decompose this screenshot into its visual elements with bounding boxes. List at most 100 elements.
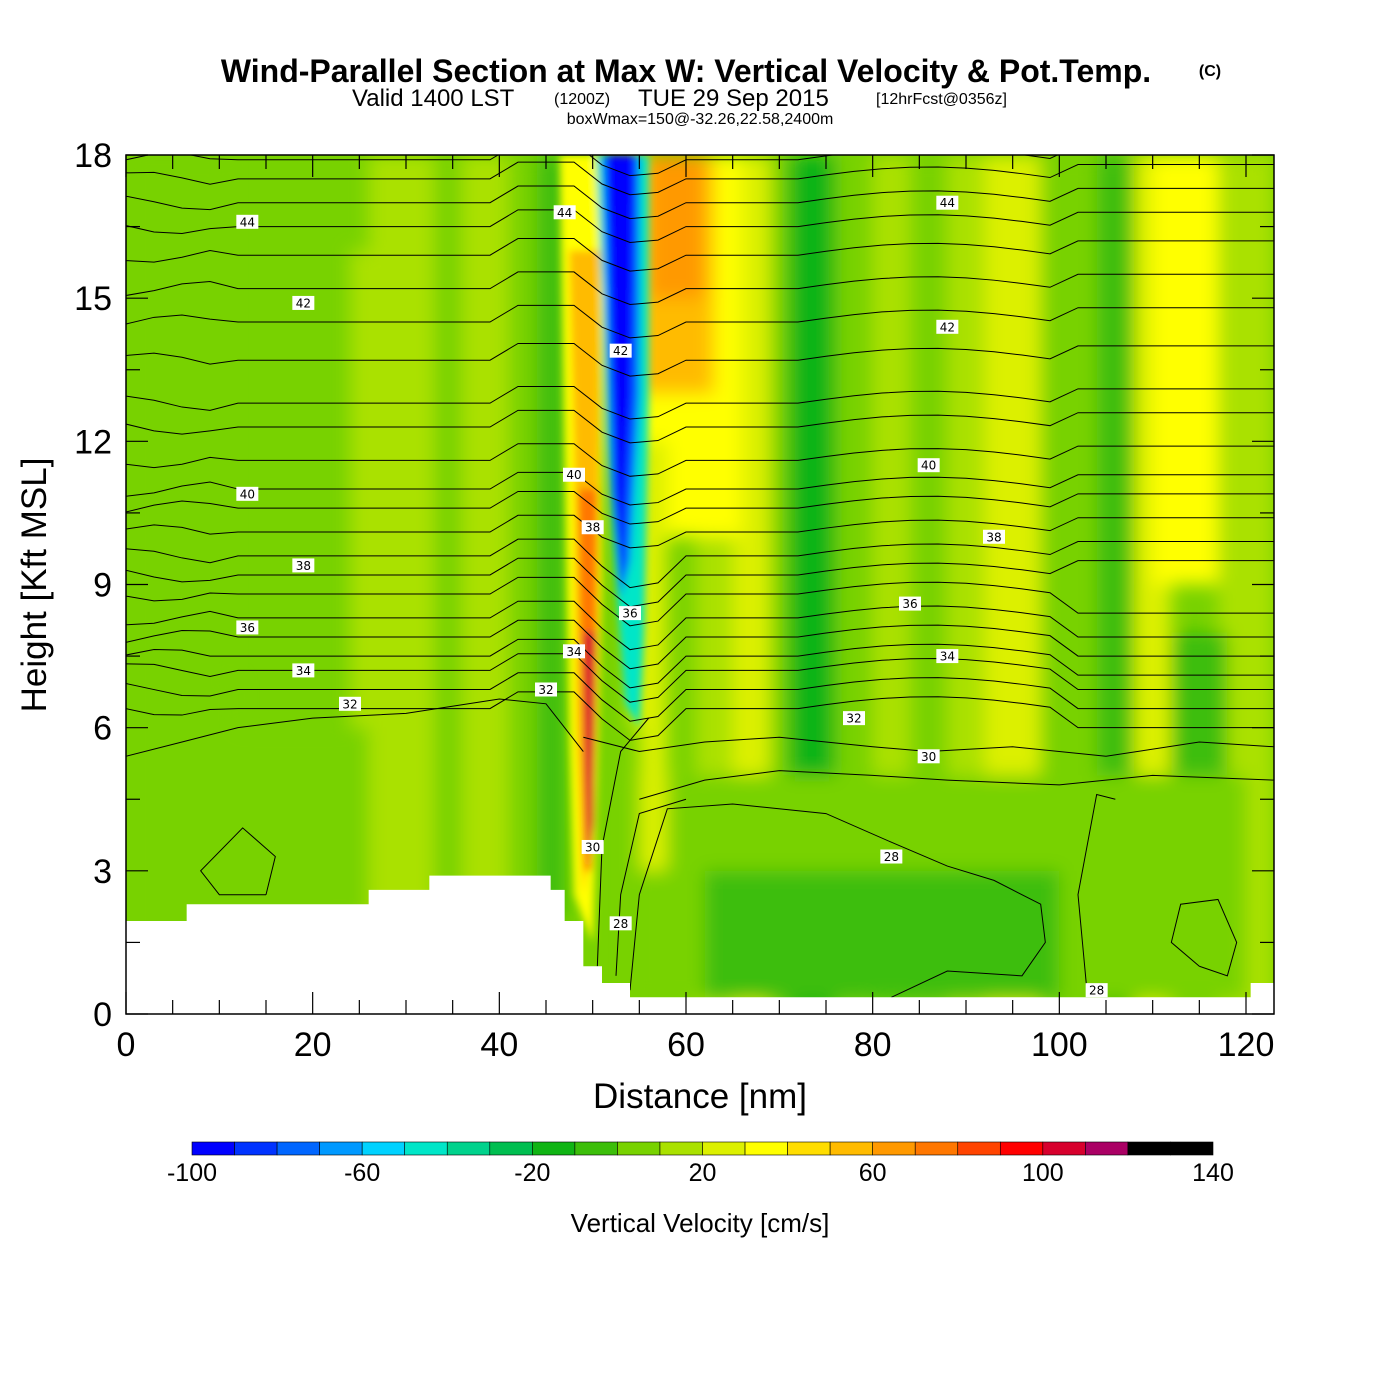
y-tick-label: 0 [93,996,112,1034]
y-tick-label: 15 [74,280,112,318]
contour-label-box [339,696,361,711]
colorbar-tick-label: -100 [167,1159,217,1187]
velocity-core [560,155,649,943]
colorbar-tick-label: 60 [859,1159,887,1187]
contour-label: 36 [899,596,921,611]
contour-label: 38 [292,558,315,573]
colorbar-bin [744,1141,788,1156]
colorbar-tick-label: 140 [1192,1159,1234,1187]
contour-label-text: 42 [613,344,628,358]
valid-line: Valid 1400 LST (1200Z) TUE 29 Sep 2015 [… [352,85,1007,112]
y-tick-label: 3 [93,853,112,891]
contour-label-text: 32 [846,712,861,726]
colorbar-tick-labels: -100 -60 -20 20 60 100 140 [167,1159,1234,1187]
x-tick-label: 60 [667,1026,705,1064]
contour-label: 28 [609,916,632,931]
colorbar-bin [319,1141,363,1156]
colorbar-bin [1085,1141,1129,1156]
contour-label-box [236,620,259,635]
contour-label-box [563,644,585,659]
colorbar-bin [191,1141,235,1156]
contour-label-box [917,749,940,764]
theta-contour-line [126,304,1274,339]
colorbar-bin [999,1141,1044,1156]
contour-label-text: 42 [296,296,311,310]
valid-utc: (1200Z) [554,91,610,108]
contour-label-text: 30 [585,840,600,854]
contour-label-box [899,596,921,611]
colorbar-bin [872,1141,916,1156]
contour-label-text: 36 [240,621,255,635]
contour-label-text: 44 [940,196,955,210]
theta-contour-line [126,653,1274,703]
contour-label-box [936,649,959,664]
copyright-mark: (C) [1199,63,1221,80]
x-tick-label: 100 [1031,1026,1088,1064]
theta-contour-line [126,576,1274,627]
theta-contour-line [629,803,1046,998]
contour-label: 40 [563,467,585,482]
plot-area: 44 44 44 42 42 42 40 40 40 38 38 38 36 36 36 34 34 34 32 32… [126,155,1274,1014]
contour-label-box [917,458,940,473]
theta-contour-line [596,717,650,967]
contour-label-box [880,849,903,864]
contour-label-text: 30 [921,750,936,764]
contour-label-box [619,606,641,621]
valid-prefix: Valid 1400 LST [352,85,515,112]
contour-label-box [581,839,604,854]
colorbar-bin [574,1141,618,1156]
x-tick-label: 80 [854,1026,892,1064]
x-tick-label: 120 [1218,1026,1275,1064]
contour-label-text: 28 [1089,984,1104,998]
colorbar-bin [532,1141,576,1156]
contour-label: 28 [1085,983,1108,998]
colorbar-bin [1170,1141,1214,1156]
contour-label: 44 [553,205,576,220]
theta-contour-line [126,185,1274,220]
contour-label: 42 [609,343,632,358]
contour-label-text: 40 [921,459,936,473]
theta-contour-line [615,798,687,976]
field-band [462,155,509,1014]
contour-label: 34 [292,663,315,678]
theta-contour-line [126,698,584,757]
contour-label-box [843,711,865,726]
theta-contour-line [583,736,1274,757]
contour-label-text: 28 [884,850,899,864]
theta-contour-line [126,672,1274,722]
field-band [126,727,369,919]
field-band [368,155,434,1014]
contour-label: 32 [535,682,557,697]
contour-label-box [535,682,557,697]
colorbar-tick-label: -60 [344,1159,380,1187]
x-tick-label: 20 [294,1026,332,1064]
colorbar-bin [1042,1141,1086,1156]
colorbar-bin [659,1141,703,1156]
theta-contour-line [200,827,276,896]
theta-contour-line [126,238,1274,272]
downdraft-core [606,155,635,585]
field-band [704,870,1060,1000]
contour-label: 36 [619,606,641,621]
theta-contour-line [126,155,1059,177]
theta-contour-labels: 44 44 44 42 42 42 40 40 40 38 38 38 36 36 36 34 34 34 32 32… [236,195,1108,998]
contour-label: 30 [917,749,940,764]
colorbar-bin [1127,1141,1171,1156]
theta-contour-line [126,638,1274,689]
theta-contour-line [126,385,1274,420]
contour-label-box [936,319,959,334]
colorbar-bin [617,1141,661,1156]
contour-label: 44 [236,214,259,229]
contour-label-text: 40 [566,468,581,482]
x-tick-label: 40 [480,1026,518,1064]
contour-label: 38 [581,520,604,535]
contour-label-text: 34 [296,664,311,678]
colorbar-bin [361,1141,406,1156]
theta-contour-line [126,600,1274,651]
contour-label-box [292,295,315,310]
contour-label-text: 36 [902,597,917,611]
y-axis-label: Height [Kft MSL] [15,458,54,713]
contour-label-box [581,520,604,535]
chart-title: Wind-Parallel Section at Max W: Vertical… [221,53,1151,89]
